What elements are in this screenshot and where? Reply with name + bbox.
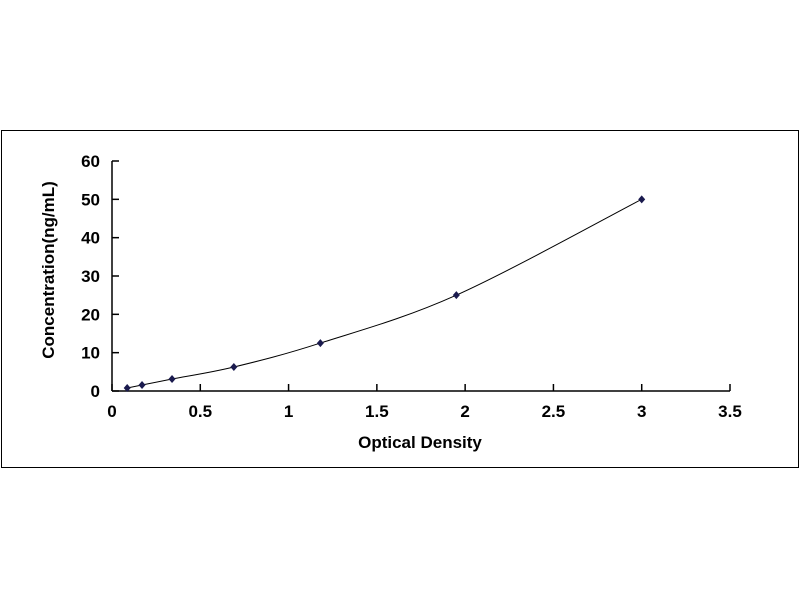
y-axis-label: Concentration(ng/mL) bbox=[39, 181, 58, 359]
data-point bbox=[316, 339, 324, 348]
x-tick-label: 3 bbox=[637, 402, 646, 421]
x-tick-label: 3.5 bbox=[718, 402, 742, 421]
y-tick-label: 50 bbox=[81, 190, 100, 209]
x-axis-label: Optical Density bbox=[358, 433, 482, 452]
y-tick-label: 40 bbox=[81, 229, 100, 248]
data-point bbox=[452, 291, 460, 300]
y-tick-label: 30 bbox=[81, 267, 100, 286]
data-point bbox=[638, 195, 646, 204]
y-tick-label: 60 bbox=[81, 152, 100, 171]
x-tick-label: 0.5 bbox=[188, 402, 212, 421]
x-tick-label: 0 bbox=[107, 402, 116, 421]
chart-frame bbox=[1, 130, 799, 468]
x-tick-label: 1.5 bbox=[365, 402, 389, 421]
x-tick-label: 2 bbox=[460, 402, 469, 421]
y-tick-label: 10 bbox=[81, 344, 100, 363]
data-point bbox=[123, 384, 131, 393]
y-tick-label: 20 bbox=[81, 305, 100, 324]
data-point bbox=[168, 375, 176, 384]
x-tick-label: 2.5 bbox=[542, 402, 566, 421]
x-tick-label: 1 bbox=[284, 402, 293, 421]
data-point bbox=[230, 363, 238, 372]
trend-curve bbox=[127, 198, 642, 389]
data-point bbox=[138, 381, 146, 390]
y-tick-label: 0 bbox=[91, 382, 100, 401]
